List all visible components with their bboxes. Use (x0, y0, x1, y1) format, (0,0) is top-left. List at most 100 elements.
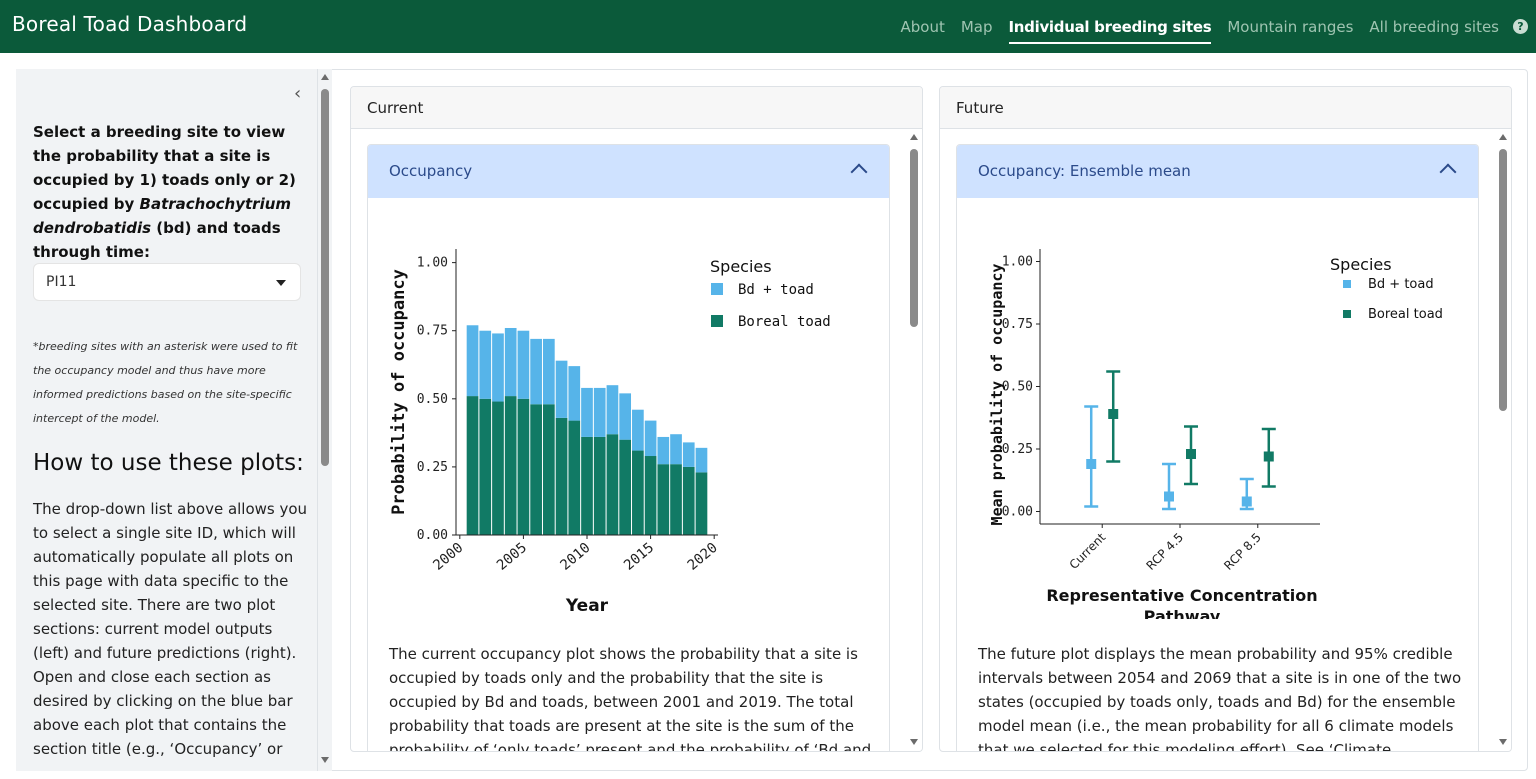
bar-bd-toad (670, 434, 682, 465)
bar-boreal-toad (555, 417, 568, 535)
bar-boreal-toad (542, 404, 555, 535)
x-tick-label: 2020 (685, 540, 721, 574)
current-card: Current Occupancy 0.00 0.25 0.50 0.75 1.00 20… (350, 86, 923, 752)
x-tick-label: 2005 (494, 540, 530, 574)
future-occupancy-chart: 0.00 0.25 0.50 0.75 1.00 Current RCP 4.5 RCP 8.… (988, 249, 1443, 619)
current-scroll-thumb[interactable] (910, 149, 918, 327)
legend-swatch-boreal-toad (1343, 310, 1351, 318)
y-tick-label: 1.00 (1002, 255, 1033, 270)
scroll-down-icon[interactable] (321, 757, 329, 763)
nav-map[interactable]: Map (960, 17, 993, 36)
bar-boreal-toad (670, 464, 682, 535)
x-axis-title: Year (565, 596, 609, 616)
future-scrollbar[interactable] (1495, 129, 1511, 751)
sidebar-scrollbar[interactable] (318, 69, 332, 771)
sidebar-scroll-thumb[interactable] (321, 89, 329, 466)
bar-bd-toad (530, 338, 542, 405)
bar-bd-toad (695, 447, 708, 473)
y-tick-label: 0.00 (417, 528, 448, 543)
future-card-title: Future (940, 87, 1511, 129)
legend-swatch-bd-toad (711, 283, 723, 295)
scroll-down-icon[interactable] (1499, 739, 1507, 745)
future-accordion-title: Occupancy: Ensemble mean (978, 162, 1191, 180)
bar-bd-toad (657, 436, 670, 465)
nav-mountain-ranges[interactable]: Mountain ranges (1227, 17, 1354, 36)
chevron-up-icon[interactable] (850, 163, 868, 181)
bar-boreal-toad (530, 404, 542, 535)
asterisk-note: *breeding sites with an asterisk were us… (33, 340, 298, 425)
y-tick-label: 0.75 (1002, 317, 1033, 332)
y-tick-label: 0.75 (417, 324, 448, 339)
bar-bd-toad (466, 325, 479, 397)
x-axis-title-line2: Pathway (1144, 607, 1221, 619)
point-mean (1108, 409, 1119, 419)
bar-bd-toad (619, 393, 632, 440)
bar-boreal-toad (466, 396, 479, 535)
bar-bd-toad (568, 366, 581, 421)
bar-bd-toad (504, 327, 517, 397)
legend-title: Species (710, 257, 772, 276)
future-card: Future Occupancy: Ensemble mean 0.00 0.25… (939, 86, 1512, 752)
intro-text-b: (bd) and toads through time: (33, 219, 281, 261)
current-accordion: Occupancy 0.00 0.25 0.50 0.75 1.00 2000 2005 20… (367, 144, 890, 752)
scroll-up-icon[interactable] (321, 74, 329, 80)
nav-about[interactable]: About (900, 17, 945, 36)
y-axis-title: Mean probability of occupancy (988, 264, 1006, 526)
current-description: The current occupancy plot shows the pro… (389, 645, 872, 752)
bar-boreal-toad (479, 398, 492, 535)
sidebar: ‹ Select a breeding site to view the pro… (16, 69, 318, 771)
bar-bd-toad (581, 387, 593, 437)
navbar: Boreal Toad Dashboard About Map Individu… (0, 0, 1536, 53)
scroll-up-icon[interactable] (910, 134, 918, 140)
future-scroll-thumb[interactable] (1499, 149, 1507, 411)
x-tick-label: 2015 (621, 540, 657, 574)
legend-label-bd-toad: Bd + toad (1368, 277, 1434, 292)
bar-boreal-toad (632, 450, 644, 535)
y-tick-label: 0.00 (1002, 505, 1033, 520)
scroll-down-icon[interactable] (910, 739, 918, 745)
bar-bd-toad (593, 387, 606, 437)
legend-swatch-boreal-toad (711, 315, 723, 327)
future-accordion-header[interactable]: Occupancy: Ensemble mean (957, 145, 1478, 198)
point-mean (1241, 496, 1252, 507)
future-card-body: Occupancy: Ensemble mean 0.00 0.25 0.50 0.7… (940, 129, 1511, 752)
y-tick-label: 0.25 (417, 460, 448, 475)
bar-boreal-toad (492, 401, 504, 535)
bar-bd-toad (682, 442, 695, 467)
y-tick-label: 0.50 (417, 392, 448, 407)
intro-italic: Batrachochytrium dendrobatidis (33, 195, 292, 237)
point-mean (1086, 459, 1097, 469)
x-tick-label: RCP 8.5 (1221, 530, 1264, 573)
collapse-sidebar-icon[interactable]: ‹ (294, 83, 302, 104)
y-tick-label: 0.50 (1002, 380, 1033, 395)
future-accordion: Occupancy: Ensemble mean 0.00 0.25 0.50 0.7… (956, 144, 1479, 752)
legend-label-boreal-toad: Boreal toad (1368, 307, 1443, 322)
current-accordion-header[interactable]: Occupancy (368, 145, 889, 198)
legend-label-boreal-toad: Boreal toad (738, 314, 831, 330)
chevron-down-icon (276, 280, 286, 286)
y-tick-label: 0.25 (1002, 442, 1033, 457)
bar-boreal-toad (695, 472, 708, 535)
x-tick-label: 2010 (557, 540, 593, 574)
current-scrollbar[interactable] (906, 129, 922, 751)
intro-text-a: Select a breeding site to view the proba… (33, 123, 296, 213)
x-tick-label: Current (1067, 530, 1109, 572)
nav-individual-breeding-sites[interactable]: Individual breeding sites (1008, 0, 1212, 53)
bar-boreal-toad (581, 436, 593, 535)
y-axis-title: Probability of occupancy (389, 269, 409, 515)
x-tick-label: 2000 (430, 540, 466, 574)
bar-bd-toad (644, 420, 657, 457)
nav-all-breeding-sites[interactable]: All breeding sites (1369, 17, 1499, 36)
bar-bd-toad (632, 409, 644, 451)
help-icon[interactable]: ? (1513, 19, 1528, 34)
chevron-up-icon[interactable] (1439, 163, 1457, 181)
site-select[interactable]: PI11 (33, 263, 301, 301)
bar-boreal-toad (644, 456, 657, 535)
point-mean (1186, 449, 1196, 459)
bar-boreal-toad (619, 439, 632, 535)
future-description: The future plot displays the mean probab… (978, 645, 1462, 752)
scroll-up-icon[interactable] (1499, 134, 1507, 140)
bar-boreal-toad (682, 466, 695, 535)
sidebar-intro: Select a breeding site to view the proba… (33, 120, 308, 264)
bar-bd-toad (517, 330, 530, 399)
